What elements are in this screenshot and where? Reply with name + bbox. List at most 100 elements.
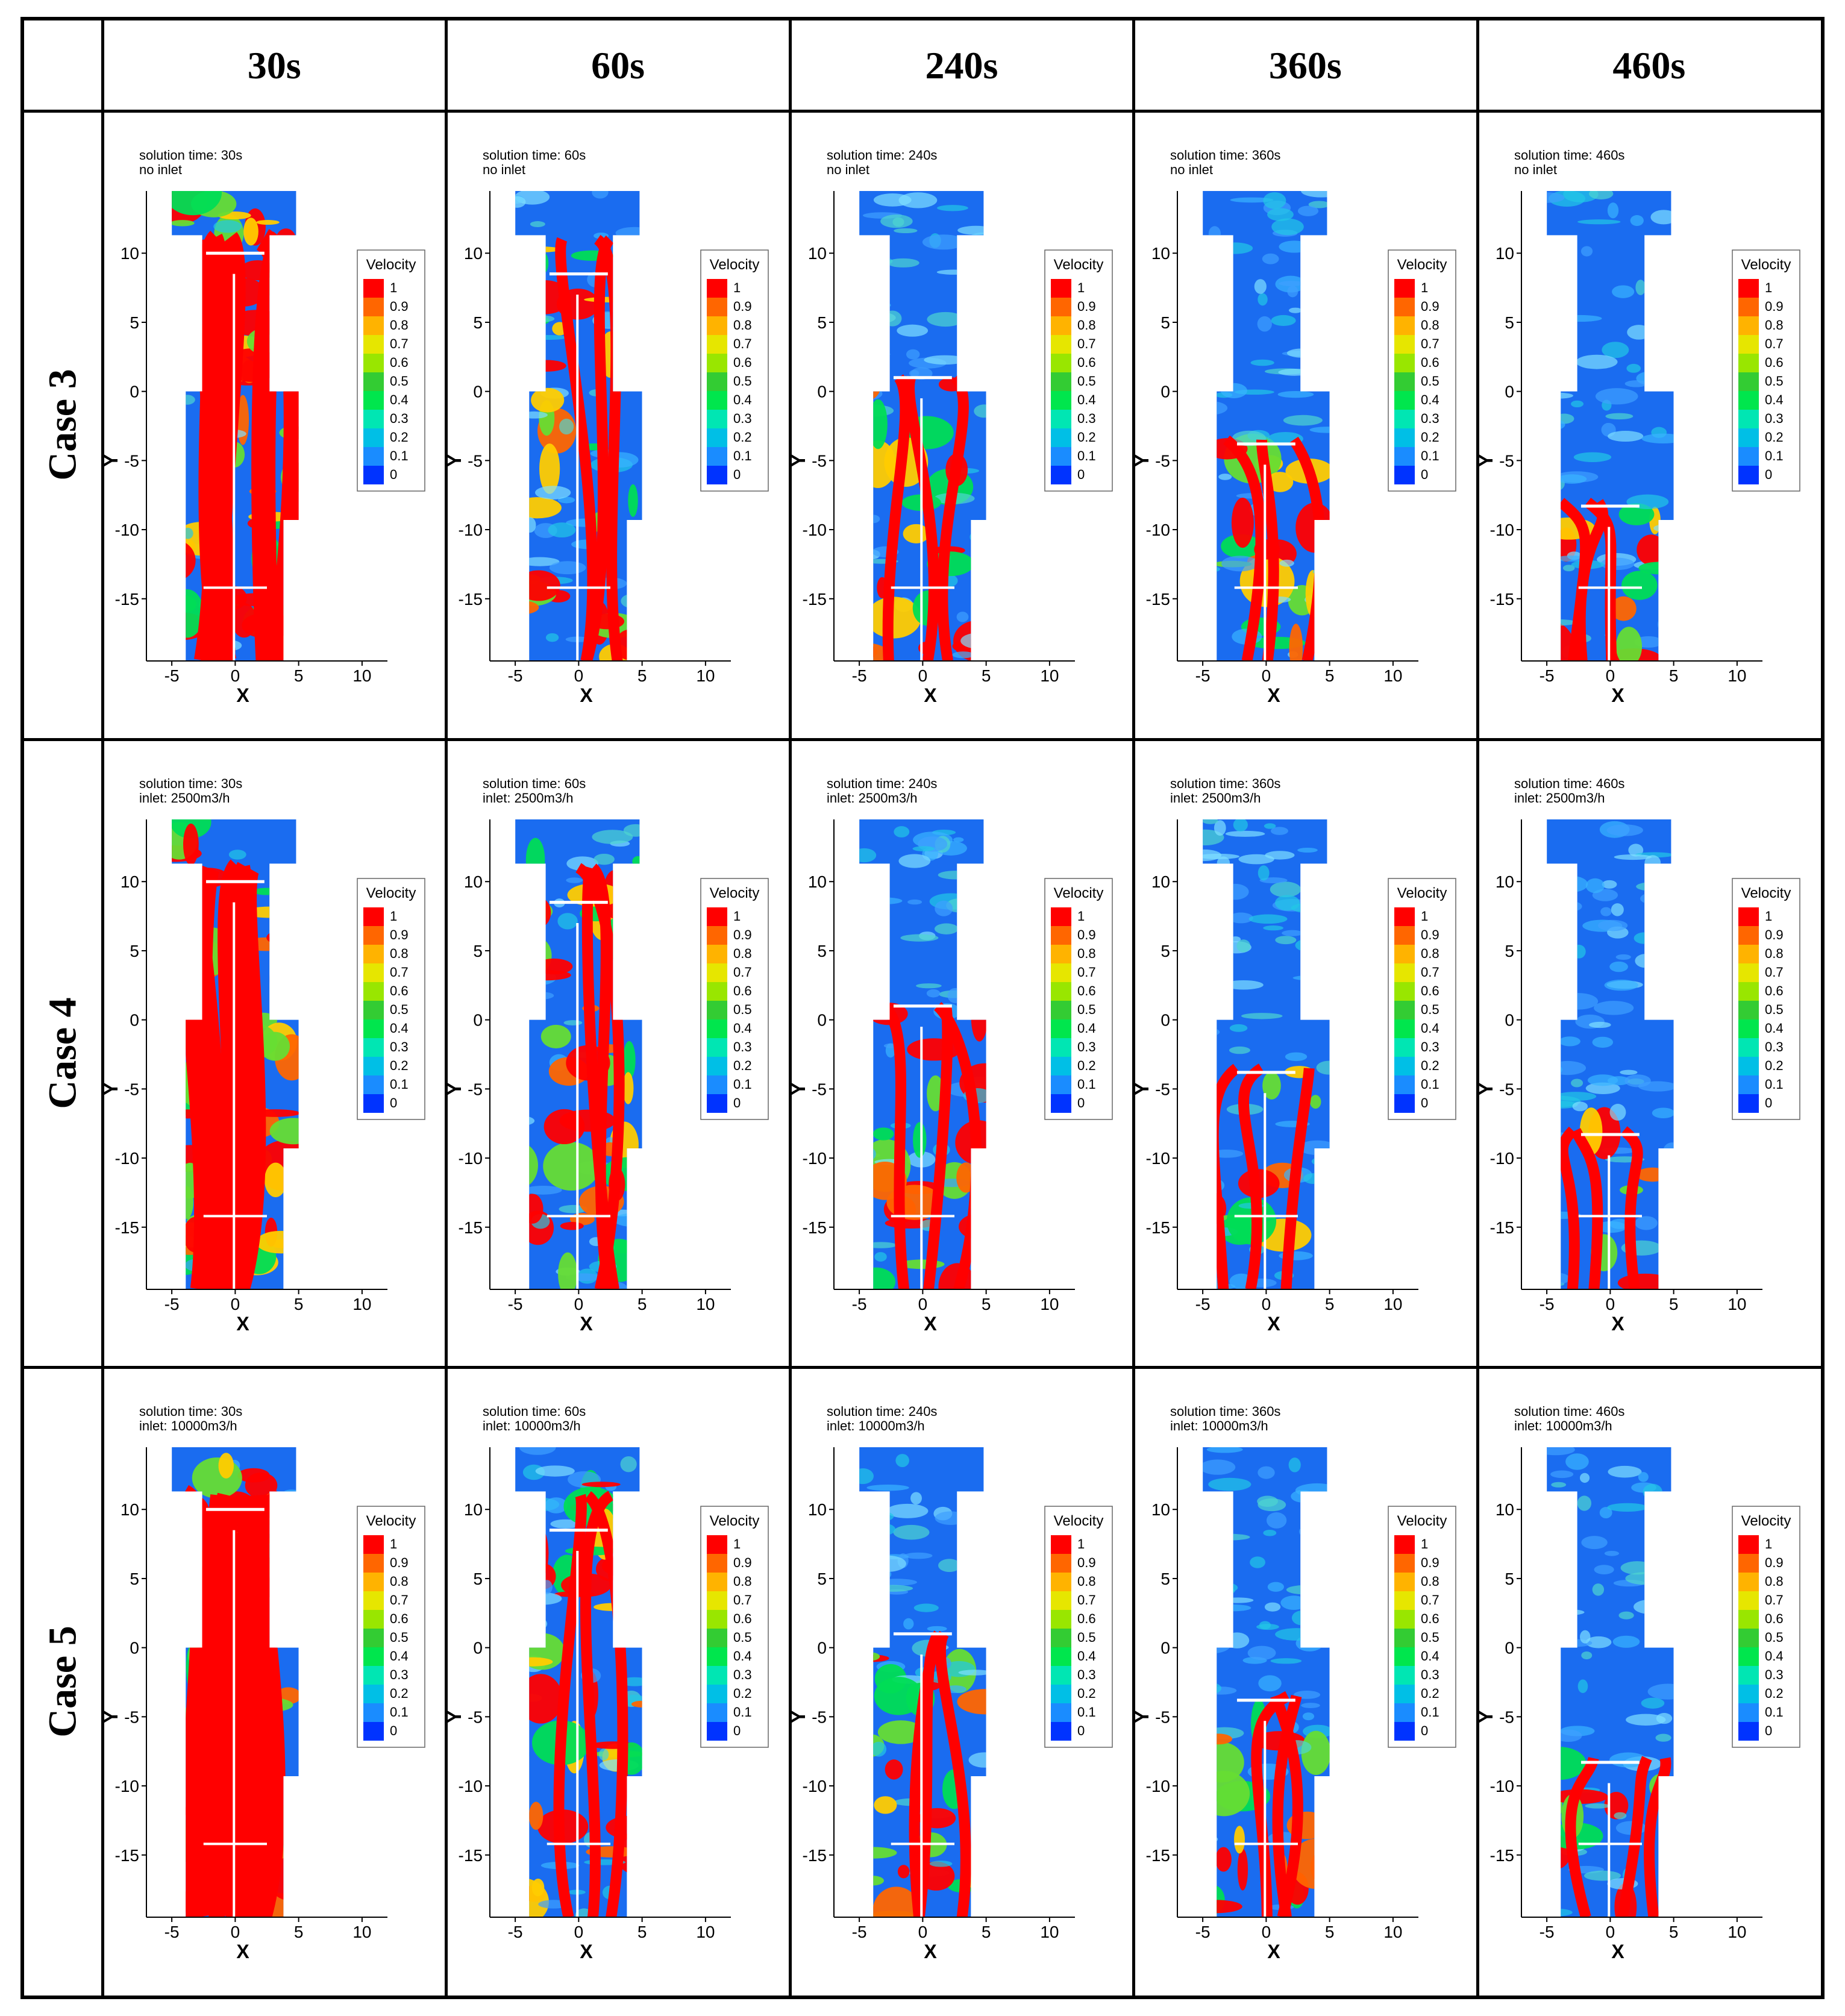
legend-swatch: [1738, 1722, 1759, 1741]
legend-swatch: [1738, 1591, 1759, 1611]
legend-swatch: [363, 1056, 384, 1075]
legend-level-label: 0.8: [1765, 1574, 1784, 1589]
legend-swatch: [1050, 1647, 1071, 1667]
legend-level-label: 0: [390, 1723, 397, 1738]
legend-swatch: [1050, 428, 1071, 447]
solution-time-label: solution time: 60s: [483, 1404, 586, 1419]
legend-level-label: 0.7: [1765, 1592, 1784, 1607]
legend-swatch: [1050, 391, 1071, 410]
legend-swatch: [707, 372, 728, 391]
y-tick-label: -5: [812, 1708, 827, 1727]
legend-swatch: [1050, 1591, 1071, 1611]
x-tick-label: -5: [1195, 1295, 1211, 1313]
legend-swatch: [363, 1000, 384, 1019]
legend-swatch: [707, 1075, 728, 1094]
legend-swatch: [1394, 447, 1415, 466]
y-tick-label: -5: [812, 1080, 827, 1098]
x-tick-label: 0: [918, 1295, 927, 1313]
legend-swatch: [1738, 391, 1759, 410]
legend-swatch: [707, 1000, 728, 1019]
legend-level-label: 1: [390, 909, 397, 924]
y-tick-label: -10: [459, 521, 483, 539]
legend-swatch: [1050, 1094, 1071, 1113]
legend-level-label: 0.9: [1077, 1555, 1096, 1570]
inlet-label: no inlet: [1170, 162, 1213, 177]
x-tick-label: 0: [1605, 1923, 1615, 1941]
row-header-label: Case 3: [41, 369, 85, 481]
legend-swatch: [1050, 907, 1071, 926]
legend-level-label: 0: [390, 467, 397, 482]
legend-swatch: [1050, 316, 1071, 335]
legend-title: Velocity: [1741, 1513, 1791, 1529]
legend-swatch: [707, 391, 728, 410]
legend-swatch: [707, 981, 728, 1001]
legend-swatch: [707, 944, 728, 963]
column-divider: [445, 20, 448, 1996]
legend-swatch: [707, 1535, 728, 1554]
column-header: 240s: [925, 44, 998, 87]
y-tick-label: 10: [808, 1501, 827, 1520]
x-axis-label: X: [1268, 1313, 1281, 1335]
y-tick-label: -5: [468, 451, 483, 470]
contour-panel: solution time: 460s inlet: 10000m3/h -5 0 5 1…: [1479, 1369, 1819, 1994]
x-tick-label: -5: [164, 1923, 180, 1941]
legend-level-label: 0.8: [1421, 946, 1439, 961]
legend-level-label: 0.9: [1765, 927, 1784, 942]
legend-level-label: 0.4: [1421, 1021, 1439, 1036]
x-tick-label: 0: [918, 666, 927, 685]
legend-swatch: [707, 428, 728, 447]
legend-level-label: 0.4: [390, 1648, 409, 1664]
x-tick-label: 0: [1605, 666, 1615, 685]
x-tick-label: 10: [697, 1295, 715, 1313]
legend-swatch: [363, 1685, 384, 1704]
legend-level-label: 0: [1765, 467, 1772, 482]
y-tick-label: 5: [817, 1570, 827, 1588]
legend-level-label: 1: [1421, 909, 1428, 924]
y-tick-label: 10: [1151, 872, 1170, 891]
legend-level-label: 1: [1421, 280, 1428, 295]
y-tick-label: 0: [817, 1639, 827, 1658]
legend-level-label: 0.3: [1765, 1039, 1784, 1054]
x-tick-label: 5: [982, 1923, 991, 1941]
legend-swatch: [1738, 925, 1759, 945]
legend-title: Velocity: [710, 257, 760, 273]
legend-level-label: 0.4: [733, 1648, 752, 1664]
x-tick-label: 10: [697, 1923, 715, 1941]
y-axis-label: Y: [792, 454, 809, 467]
legend-level-label: 0.4: [1077, 392, 1096, 407]
legend-swatch: [1050, 1535, 1071, 1554]
column-header: 360s: [1268, 44, 1342, 87]
x-tick-label: -5: [1539, 666, 1554, 685]
legend-title: Velocity: [1741, 885, 1791, 901]
solution-time-label: solution time: 360s: [1170, 1404, 1280, 1419]
legend-swatch: [1394, 1591, 1415, 1611]
legend-swatch: [707, 1647, 728, 1667]
x-axis-label: X: [924, 1313, 937, 1335]
y-tick-label: -15: [115, 590, 139, 609]
legend-swatch: [363, 907, 384, 926]
legend-level-label: 0: [1421, 467, 1428, 482]
y-tick-label: -10: [1146, 1777, 1170, 1795]
legend-level-label: 0.9: [733, 1555, 752, 1570]
x-tick-label: -5: [508, 1295, 523, 1313]
legend-swatch: [1738, 1703, 1759, 1723]
solution-time-label: solution time: 240s: [827, 1404, 937, 1419]
y-tick-label: -10: [802, 1149, 826, 1168]
inlet-label: inlet: 2500m3/h: [483, 790, 573, 806]
legend-level-label: 0.4: [390, 392, 409, 407]
legend-swatch: [1738, 410, 1759, 428]
legend-swatch: [1738, 279, 1759, 298]
flow-field: [172, 191, 299, 661]
legend-level-label: 0.1: [1765, 448, 1784, 463]
legend-level-label: 0: [1765, 1723, 1772, 1738]
legend-level-label: 1: [1421, 1536, 1428, 1551]
x-tick-label: 0: [918, 1923, 927, 1941]
legend-level-label: 0.7: [1421, 336, 1439, 351]
x-tick-label: 5: [294, 1295, 304, 1313]
legend-swatch: [707, 279, 728, 298]
y-tick-label: -10: [115, 1149, 139, 1168]
legend-swatch: [1050, 1666, 1071, 1685]
